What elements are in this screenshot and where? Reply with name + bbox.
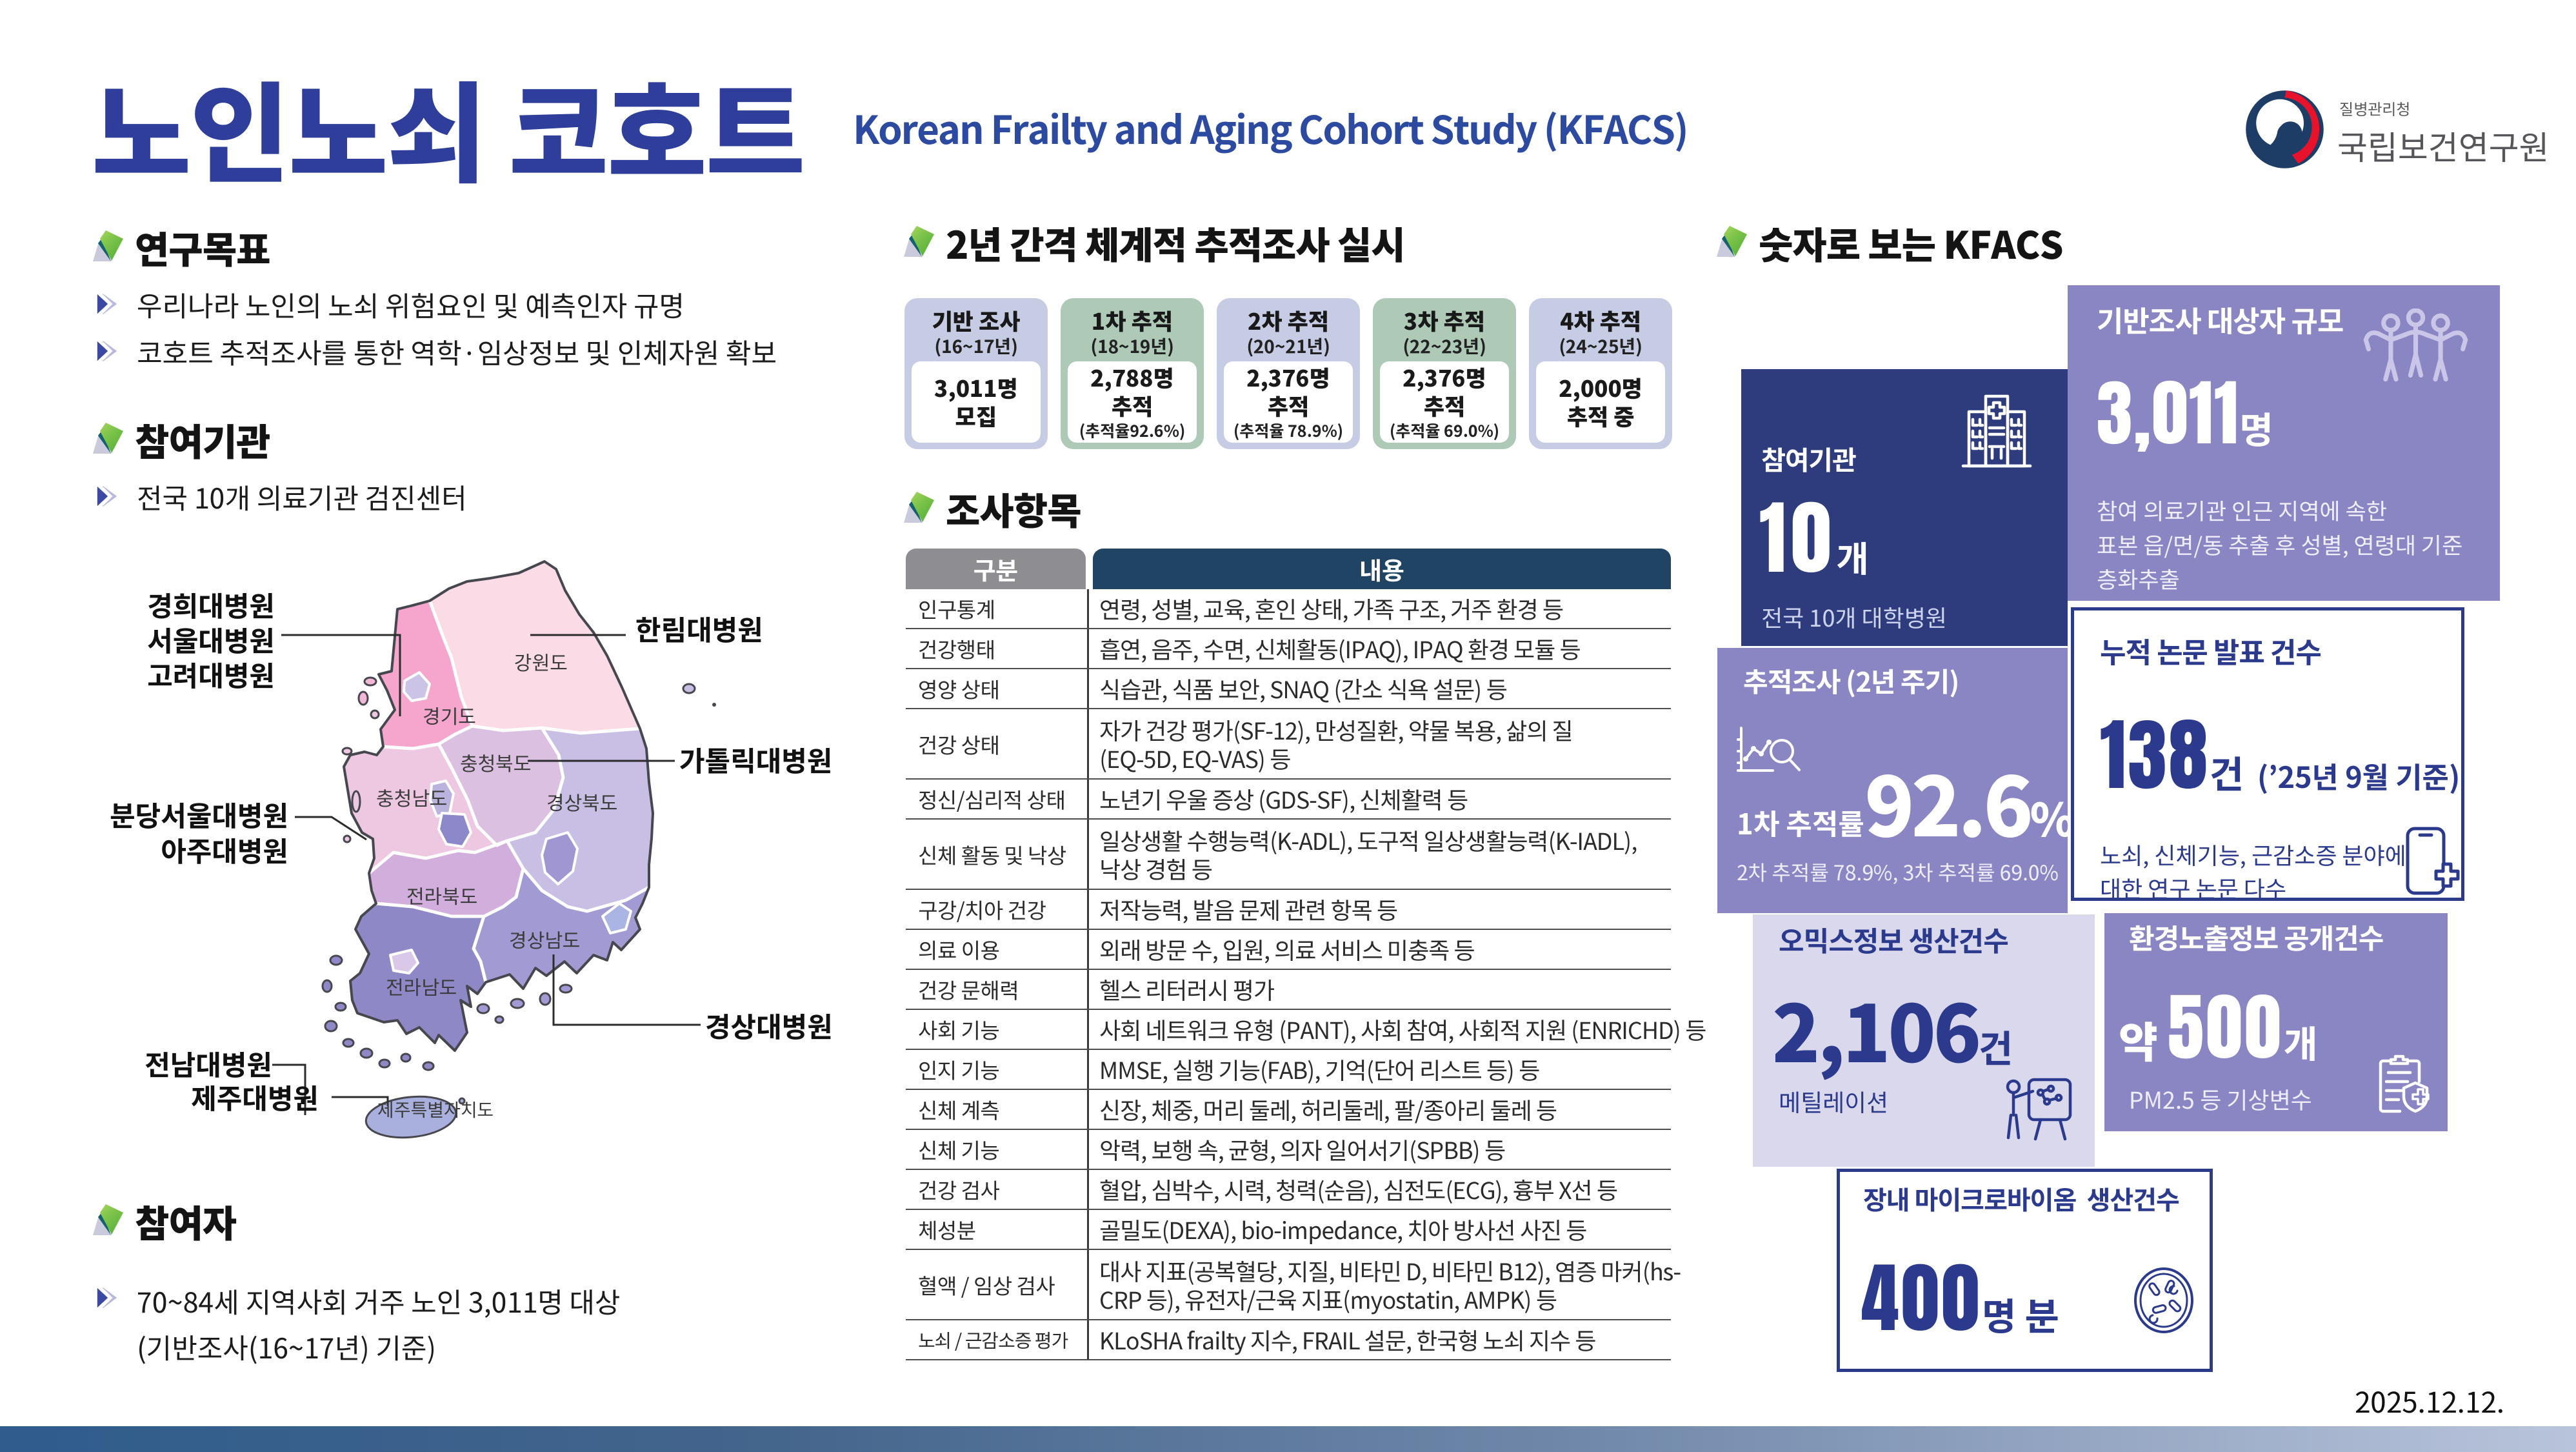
svg-text:분당서울대병원: 분당서울대병원	[110, 794, 288, 834]
svg-text:강원도: 강원도	[514, 647, 568, 676]
svg-text:제주대병원: 제주대병원	[191, 1077, 319, 1117]
svg-text:경희대병원: 경희대병원	[147, 585, 275, 625]
svg-text:제주특별자치도: 제주특별자치도	[377, 1096, 494, 1122]
svg-text:전라남도: 전라남도	[386, 972, 457, 1000]
svg-text:전남대병원: 전남대병원	[145, 1044, 272, 1084]
svg-text:서울대병원: 서울대병원	[147, 620, 275, 660]
svg-text:한림대병원: 한림대병원	[635, 609, 763, 649]
svg-text:고려대병원: 고려대병원	[147, 654, 275, 694]
svg-text:충청남도: 충청남도	[376, 783, 447, 811]
svg-text:아주대병원: 아주대병원	[161, 830, 288, 870]
svg-text:경상대병원: 경상대병원	[705, 1005, 833, 1045]
svg-text:전라북도: 전라북도	[406, 881, 477, 909]
svg-text:가톨릭대병원: 가톨릭대병원	[679, 740, 832, 780]
svg-text:경기도: 경기도	[423, 701, 476, 729]
svg-text:경상북도: 경상북도	[546, 787, 617, 816]
svg-text:경상남도: 경상남도	[509, 925, 580, 953]
svg-text:충청북도: 충청북도	[460, 748, 531, 776]
